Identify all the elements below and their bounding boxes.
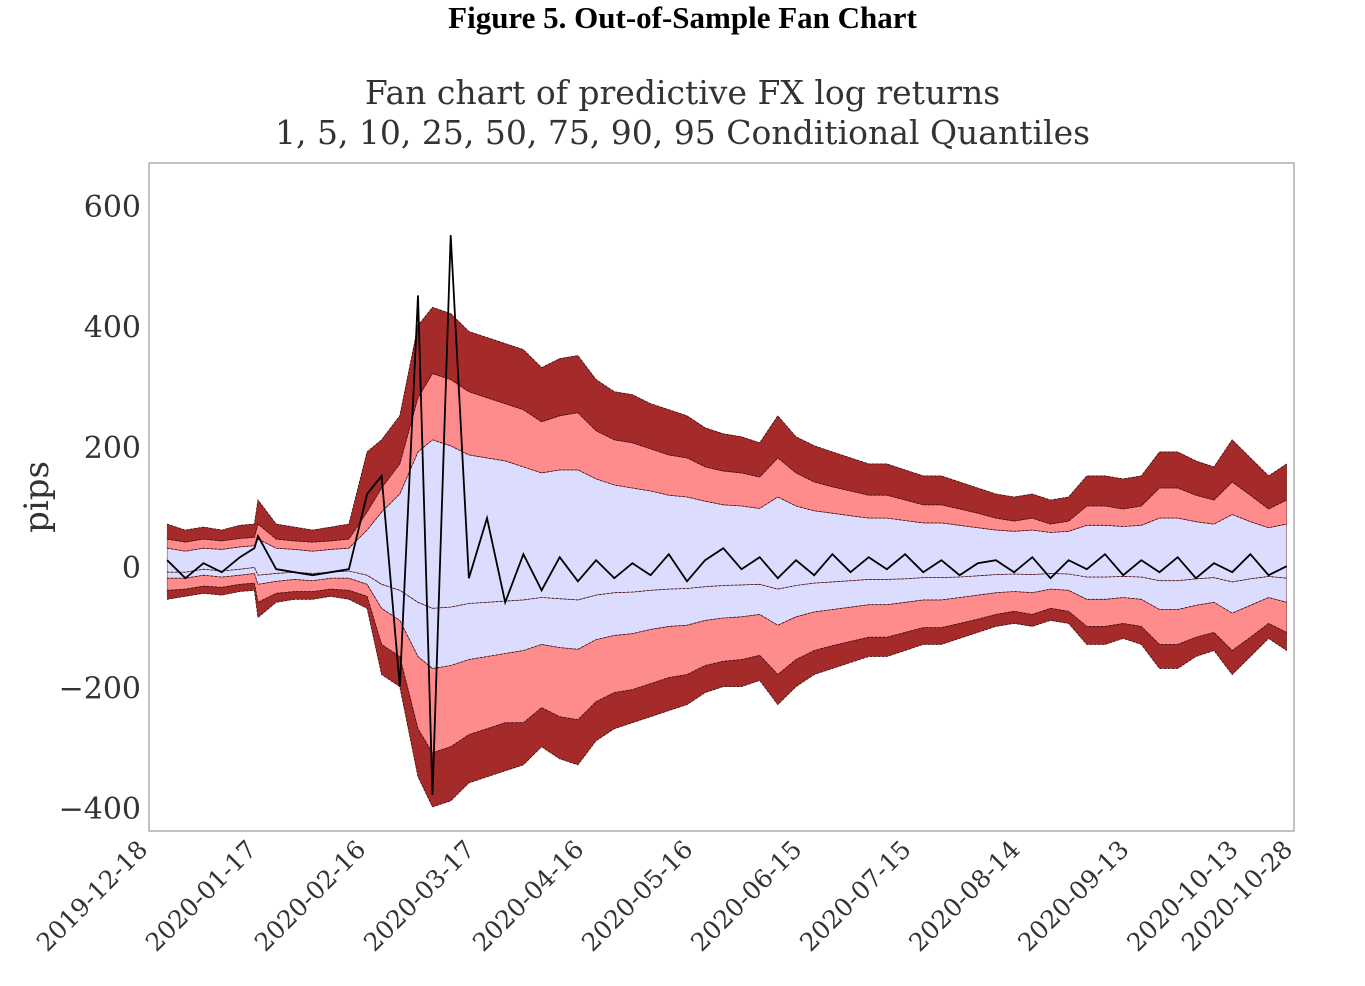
x-tick-label: 2020-04-16: [467, 835, 589, 957]
y-axis-label: pips: [17, 461, 57, 533]
plot-frame: [148, 162, 1295, 832]
x-tick-label: 2020-09-13: [1012, 835, 1134, 957]
quantile-bands: [166, 306, 1287, 808]
x-tick-label: 2020-02-16: [249, 835, 371, 957]
y-tick-label: 0: [122, 551, 141, 586]
y-tick-label: −200: [59, 672, 141, 707]
median-layer: [166, 235, 1288, 795]
y-tick-label: 200: [84, 431, 141, 466]
x-tick-label: 2020-08-14: [903, 835, 1025, 957]
y-tick-label: −400: [59, 792, 141, 827]
chart-title-line-1: Fan chart of predictive FX log returns: [364, 73, 1001, 112]
figure-title: Figure 5. Out-of-Sample Fan Chart: [448, 0, 917, 35]
x-tick-label: 2020-06-15: [685, 835, 807, 957]
x-tick-label: 2020-03-17: [358, 835, 480, 957]
y-tick-label: 400: [84, 310, 141, 345]
median-line: [166, 235, 1288, 795]
quantile-line-q1: [167, 589, 1287, 808]
quantile-line-q75: [167, 439, 1287, 552]
quantile-line-q90: [167, 373, 1287, 543]
x-tick-label: 2019-12-18: [31, 835, 153, 957]
x-axis: 2019-12-182020-01-172020-02-162020-03-17…: [31, 835, 1298, 957]
y-tick-label: 600: [84, 190, 141, 225]
quantile-line-q10: [167, 572, 1287, 669]
x-tick-label: 2020-05-16: [576, 835, 698, 957]
y-axis: 600 400 200 0 −200 −400: [59, 190, 141, 827]
x-tick-label: 2020-07-15: [794, 835, 916, 957]
quantile-line-q95: [167, 306, 1287, 531]
quantile-line-q5: [167, 582, 1287, 754]
chart-title-line-2: 1, 5, 10, 25, 50, 75, 90, 95 Conditional…: [274, 113, 1091, 152]
x-tick-label: 2020-01-17: [140, 835, 262, 957]
